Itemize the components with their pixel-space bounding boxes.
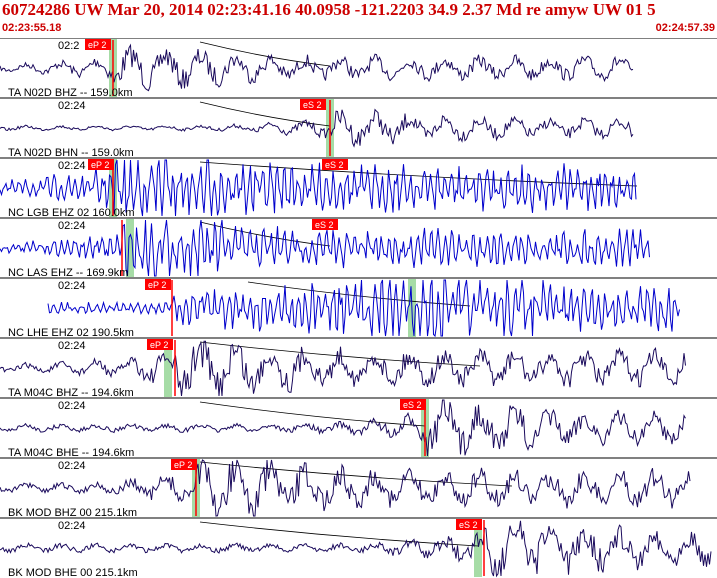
pick-window <box>474 519 482 577</box>
travel-time-curve <box>247 281 471 307</box>
waveform <box>47 279 680 338</box>
trace-row[interactable]: eP 2 02:2 TA N02D BHZ -- 159.0km <box>0 38 717 99</box>
station-label: NC LGB EHZ 02 160.0km <box>8 207 135 219</box>
pick-window <box>164 339 172 397</box>
trace-time-label: 02:24 <box>58 400 86 412</box>
trace-time-label: 02:24 <box>58 160 86 172</box>
pick-label: eS 2 <box>303 100 322 110</box>
trace-row[interactable]: eP 2 eS 2 02:24 NC LGB EHZ 02 160.0km <box>0 157 717 219</box>
pick-flag[interactable] <box>145 279 171 290</box>
trace-row[interactable]: eS 2 02:24 TA N02D BHN -- 159.0km <box>0 97 717 159</box>
pick-flag[interactable] <box>322 159 348 170</box>
pick-label: eP 2 <box>148 280 166 290</box>
travel-time-curve <box>199 461 513 487</box>
pick-label: eS 2 <box>403 400 422 410</box>
pick-flag[interactable] <box>400 399 426 410</box>
pick-label: eS 2 <box>459 520 478 530</box>
pick-flag[interactable] <box>312 219 338 230</box>
trace-row[interactable]: eS 2 02:24 BK MOD BHE 00 215.1km <box>0 517 717 578</box>
trace-row[interactable]: eS 2 02:24 NC LAS EHZ -- 169.9km <box>0 217 717 279</box>
pick-label: eP 2 <box>88 40 106 50</box>
pick-label: eP 2 <box>91 160 109 170</box>
waveform <box>0 399 686 457</box>
pick-label: eP 2 <box>174 460 192 470</box>
waveform <box>0 459 691 517</box>
trace-row[interactable]: eP 2 02:24 BK MOD BHZ 00 215.1km <box>0 457 717 519</box>
pick-flag[interactable] <box>171 459 197 470</box>
pick-flag[interactable] <box>147 339 173 350</box>
trace-row[interactable]: eS 2 02:24 TA M04C BHE -- 194.6km <box>0 397 717 459</box>
station-label: NC LAS EHZ -- 169.9km <box>8 267 128 279</box>
travel-time-curve <box>199 161 638 187</box>
station-label: BK MOD BHE 00 215.1km <box>8 567 138 578</box>
trace-time-label: 02:24 <box>58 460 86 472</box>
station-label: TA N02D BHN -- 159.0km <box>8 147 134 159</box>
pick-window <box>126 219 134 277</box>
trace-time-label: 02:24 <box>58 280 86 292</box>
pick-flag[interactable] <box>85 39 111 50</box>
window-end-time: 02:24:57.39 <box>655 22 715 34</box>
pick-flag[interactable] <box>300 99 326 110</box>
event-header: 60724286 UW Mar 20, 2014 02:23:41.16 40.… <box>0 0 717 38</box>
trace-time-label: 02:24 <box>58 100 86 112</box>
waveform <box>0 108 634 148</box>
waveform <box>0 340 686 397</box>
trace-row[interactable]: eP 2 02:24 TA M04C BHZ -- 194.6km <box>0 337 717 399</box>
pick-label: eS 2 <box>325 160 344 170</box>
station-label: TA M04C BHE -- 194.6km <box>8 447 134 459</box>
pick-flag[interactable] <box>88 159 114 170</box>
trace-time-label: 02:24 <box>58 220 86 232</box>
event-title: 60724286 UW Mar 20, 2014 02:23:41.16 40.… <box>2 0 656 19</box>
station-label: TA N02D BHZ -- 159.0km <box>8 87 133 99</box>
trace-row[interactable]: eP 2 02:24 NC LHE EHZ 02 190.5km <box>0 277 717 339</box>
station-label: TA M04C BHZ -- 194.6km <box>8 387 134 399</box>
station-label: NC LHE EHZ 02 190.5km <box>8 327 134 339</box>
station-label: BK MOD BHZ 00 215.1km <box>8 507 137 519</box>
trace-time-label: 02:2 <box>58 40 79 52</box>
travel-time-curve <box>199 41 331 67</box>
travel-time-curve <box>199 521 479 547</box>
window-start-time: 02:23:55.18 <box>2 22 62 34</box>
pick-label: eS 2 <box>315 220 334 230</box>
travel-time-curve <box>199 401 426 427</box>
pick-flag[interactable] <box>456 519 482 530</box>
waveform <box>0 219 650 277</box>
travel-time-curve <box>199 101 331 127</box>
waveform <box>0 520 712 578</box>
waveform <box>0 43 634 92</box>
trace-time-label: 02:24 <box>58 340 86 352</box>
pick-label: eP 2 <box>150 340 168 350</box>
trace-time-label: 02:24 <box>58 520 86 532</box>
waveform <box>0 159 637 217</box>
